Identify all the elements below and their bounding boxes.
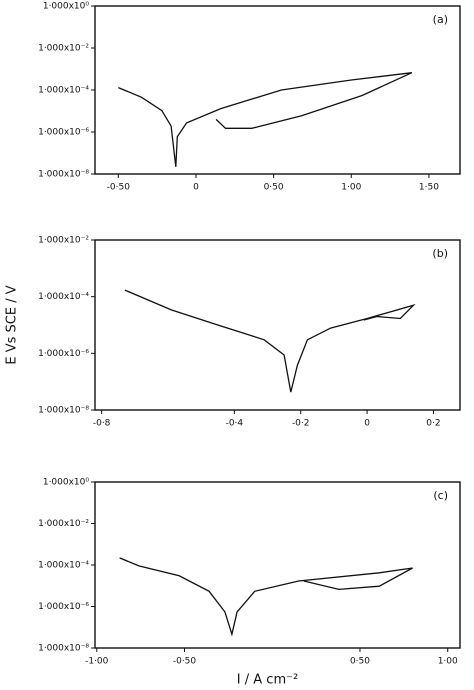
y-tick-label: 1·000x10⁻⁶ (38, 349, 89, 359)
y-tick-label: 1·000x10⁻⁴ (38, 86, 89, 96)
curve (124, 289, 416, 393)
y-tick-label: 1·000x10⁻² (38, 236, 89, 246)
y-tick-label: 1·000x10⁻⁸ (38, 644, 89, 654)
y-tick-label: 1·000x10⁰ (43, 2, 90, 12)
y-tick-label: 1·000x10⁻⁴ (38, 561, 89, 571)
plot-frame (94, 5, 461, 175)
y-tick-label: 1·000x10⁰ (43, 478, 90, 488)
x-tick-label: 0·50 (264, 183, 284, 193)
x-axis-label: I / A cm⁻² (237, 673, 298, 688)
y-tick-label: 1·000x10⁻⁶ (38, 128, 89, 138)
panel-label: (a) (433, 13, 448, 26)
x-tick-label: 0·50 (350, 657, 370, 667)
plot-frame (94, 239, 461, 411)
curve (119, 557, 413, 637)
y-tick-label: 1·000x10⁻² (38, 44, 89, 54)
x-tick-label: 0·2 (426, 419, 440, 429)
y-tick-label: 1·000x10⁻⁶ (38, 602, 89, 612)
x-tick-label: 0 (193, 183, 199, 193)
panel-label: (b) (432, 247, 448, 260)
x-tick-label: -0·50 (173, 657, 197, 667)
y-tick-label: 1·000x10⁻⁸ (38, 406, 89, 416)
x-tick-label: 0 (364, 419, 370, 429)
x-tick-label: -0·4 (226, 419, 244, 429)
x-tick-label: -1·00 (85, 657, 109, 667)
curve (118, 72, 413, 167)
x-tick-label: -0·2 (292, 419, 310, 429)
x-tick-label: 1·00 (341, 183, 361, 193)
y-tick-label: 1·000x10⁻⁴ (38, 292, 89, 302)
x-tick-label: 1·50 (419, 183, 439, 193)
plot-frame (94, 481, 461, 649)
panel-label: (c) (433, 489, 448, 502)
y-tick-label: 1·000x10⁻² (38, 519, 89, 529)
y-tick-label: 1·000x10⁻⁸ (38, 170, 89, 180)
x-tick-label: -0·50 (107, 183, 131, 193)
x-tick-label: 1·00 (438, 657, 458, 667)
x-tick-label: -0·8 (93, 419, 111, 429)
y-axis-label: E Vs SCE / V (5, 285, 20, 364)
